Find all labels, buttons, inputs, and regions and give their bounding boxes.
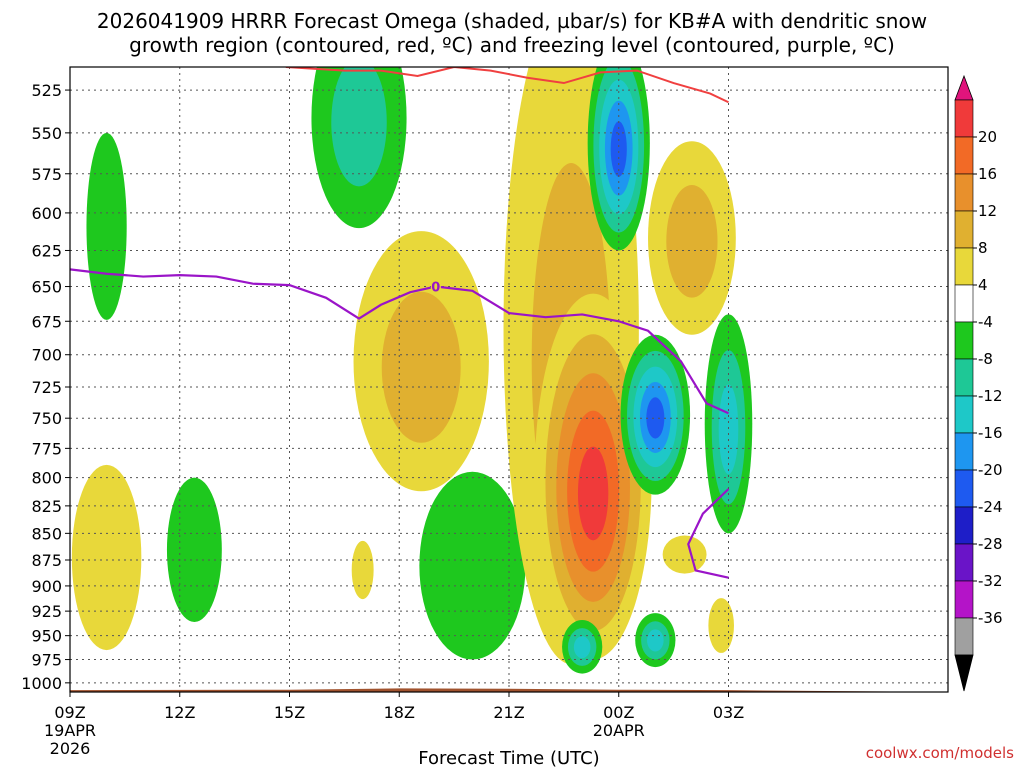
y-tick-label-650: 650 [31,278,62,297]
y-tick-label-525: 525 [31,81,62,100]
dendritic-growth-contour [285,67,729,104]
colorbar-segment-5 [954,284,974,323]
colorbar-label-4: 4 [978,276,988,294]
colorbar-segment-0 [954,99,974,138]
omega-feature-8-level-20 [577,446,609,541]
x-tick-year-09Z: 2026 [50,739,91,758]
credit-link[interactable]: coolwx.com/models [866,744,1014,762]
omega-feature-6-level--4 [419,471,526,660]
colorbar-label--16: -16 [978,424,1003,442]
colorbar-label--4: -4 [978,313,993,331]
omega-feature-3-level--8 [331,67,387,187]
y-axis: 525 550 575 600 625 650 675 700 725 750 775 800 825 8… [21,81,70,693]
omega-feature-5-level-8 [381,291,461,443]
colorbar-label--32: -32 [978,572,1003,590]
omega-feature-11-level--20 [646,397,665,439]
colorbar-label-12: 12 [978,202,997,220]
y-tick-label-775: 775 [31,439,62,458]
chart-title-line-2: growth region (contoured, red, ºC) and f… [129,33,895,57]
colorbar-label-16: 16 [978,165,997,183]
freezing-level-label: 0 [431,281,440,296]
colorbar-label--8: -8 [978,350,993,368]
y-tick-label-725: 725 [31,378,62,397]
y-tick-label-675: 675 [31,312,62,331]
terrain-fill [70,688,948,692]
omega-shading [71,67,753,674]
colorbar-segment-12 [954,543,974,582]
colorbar-label--20: -20 [978,461,1003,479]
x-tick-label-12Z: 12Z [164,703,195,722]
freezing-level-contour [70,268,729,415]
colorbar-segment-4 [954,247,974,286]
y-tick-label-925: 925 [31,602,62,621]
y-tick-label-975: 975 [31,651,62,670]
colorbar-label--24: -24 [978,498,1003,516]
x-tick-label-15Z: 15Z [274,703,305,722]
omega-feature-9-level--20 [610,121,627,177]
grid-lines [70,67,948,692]
omega-feature-12-level-8 [666,185,718,298]
omega-feature-1-level-4 [71,464,142,651]
omega-feature-13-level--12 [647,629,664,652]
freezing-level-contour-lower [687,488,730,579]
colorbar-segment-13 [954,580,974,619]
colorbar-segment-7 [954,358,974,397]
y-tick-label-575: 575 [31,165,62,184]
colorbar-segment-14 [954,617,974,656]
omega-feature-0-level--4 [86,132,127,320]
colorbar-label-8: 8 [978,239,988,257]
colorbar-segment-10 [954,469,974,508]
y-tick-label-700: 700 [31,346,62,365]
x-tick-date-00Z: 20APR [593,721,645,740]
x-tick-date-09Z: 19APR [44,721,96,740]
y-tick-label-600: 600 [31,204,62,223]
terrain-bottom [70,688,948,692]
omega-feature-16-level-4 [708,598,734,653]
chart-title-line-1: 2026041909 HRRR Forecast Omega (shaded, … [97,9,927,33]
omega-feature-4-level-4 [351,540,374,600]
colorbar-segment-8 [954,395,974,434]
x-tick-label-03Z: 03Z [713,703,744,722]
colorbar-label--28: -28 [978,535,1003,553]
y-tick-label-625: 625 [31,241,62,260]
x-tick-label-21Z: 21Z [493,703,524,722]
y-tick-label-1000: 1000 [21,674,62,693]
colorbar-segment-3 [954,210,974,249]
colorbar-label--12: -12 [978,387,1003,405]
colorbar-segment-6 [954,321,974,360]
omega-feature-15-level-4 [662,535,707,574]
x-tick-label-09Z: 09Z [54,703,85,722]
contour-lines: 0 [70,67,730,579]
y-tick-label-825: 825 [31,497,62,516]
x-tick-label-18Z: 18Z [384,703,415,722]
colorbar-label-20: 20 [978,128,997,146]
y-tick-label-850: 850 [31,524,62,543]
x-axis-title: Forecast Time (UTC) [418,748,599,768]
y-tick-label-900: 900 [31,577,62,596]
colorbar-segment-11 [954,506,974,545]
colorbar-top-arrow [954,74,974,101]
colorbar-bottom-arrow [954,654,974,692]
y-tick-label-750: 750 [31,409,62,428]
y-tick-label-800: 800 [31,469,62,488]
omega-feature-2-level--4 [166,477,222,623]
x-tick-label-00Z: 00Z [603,703,634,722]
freezing-level-label-bg [430,278,441,293]
y-tick-label-875: 875 [31,551,62,570]
omega-feature-14-level--12 [718,384,739,475]
colorbar-label--36: -36 [978,609,1003,627]
plot-area: 0 [70,67,948,692]
colorbar-segment-1 [954,136,974,175]
colorbar-segment-2 [954,173,974,212]
colorbar-segment-9 [954,432,974,471]
y-tick-label-950: 950 [31,627,62,646]
colorbar: 20 16 12 8 4 -4 -8 -12 -16 -20 -24 -28 -32 -36 [954,74,1003,692]
omega-feature-10-level--12 [573,636,591,659]
y-tick-label-550: 550 [31,124,62,143]
